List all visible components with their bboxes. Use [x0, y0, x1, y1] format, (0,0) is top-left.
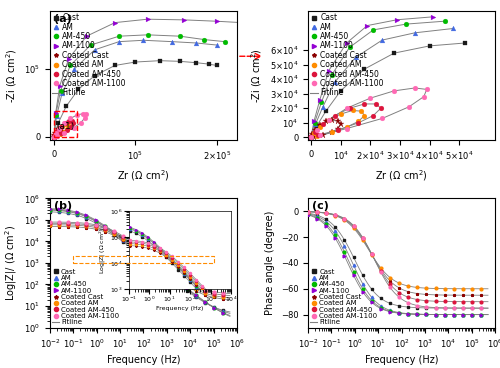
Legend: Cast, AM, AM-450, AM-1100, Coated Cast, Coated AM, Coated AM-450, Coated AM-1100: Cast, AM, AM-450, AM-1100, Coated Cast, …	[52, 13, 127, 98]
Legend: Cast, AM, AM-450, AM-1100, Coated Cast, Coated AM, Coated AM-450, Coated AM-1100: Cast, AM, AM-450, AM-1100, Coated Cast, …	[310, 268, 378, 326]
Text: (a): (a)	[54, 14, 72, 24]
Y-axis label: -Zi ($\Omega$ cm$^2$): -Zi ($\Omega$ cm$^2$)	[250, 48, 264, 103]
Bar	[74, 256, 214, 263]
Legend: Cast, AM, AM-450, AM-1100, Coated Cast, Coated AM, Coated AM-450, Coated AM-1100: Cast, AM, AM-450, AM-1100, Coated Cast, …	[310, 13, 384, 98]
X-axis label: Zr ($\Omega$ cm$^2$): Zr ($\Omega$ cm$^2$)	[375, 168, 428, 183]
Legend: Cast, AM, AM-450, AM-1100, Coated Cast, Coated AM, Coated AM-450, Coated AM-1100: Cast, AM, AM-450, AM-1100, Coated Cast, …	[52, 268, 120, 326]
Text: (a1): (a1)	[56, 122, 75, 131]
X-axis label: Zr ($\Omega$ cm$^2$): Zr ($\Omega$ cm$^2$)	[117, 168, 170, 183]
Y-axis label: -Zi ($\Omega$ cm$^2$): -Zi ($\Omega$ cm$^2$)	[4, 48, 19, 103]
Y-axis label: Log|Z|/ ($\Omega$ cm$^2$): Log|Z|/ ($\Omega$ cm$^2$)	[3, 225, 18, 301]
X-axis label: Frequency (Hz): Frequency (Hz)	[106, 355, 180, 365]
Bar	[54, 111, 77, 137]
Y-axis label: Phase angle (degree): Phase angle (degree)	[265, 211, 275, 315]
X-axis label: Frequency (Hz): Frequency (Hz)	[365, 355, 438, 365]
Text: (c): (c)	[312, 201, 328, 211]
Text: (b): (b)	[54, 201, 72, 211]
